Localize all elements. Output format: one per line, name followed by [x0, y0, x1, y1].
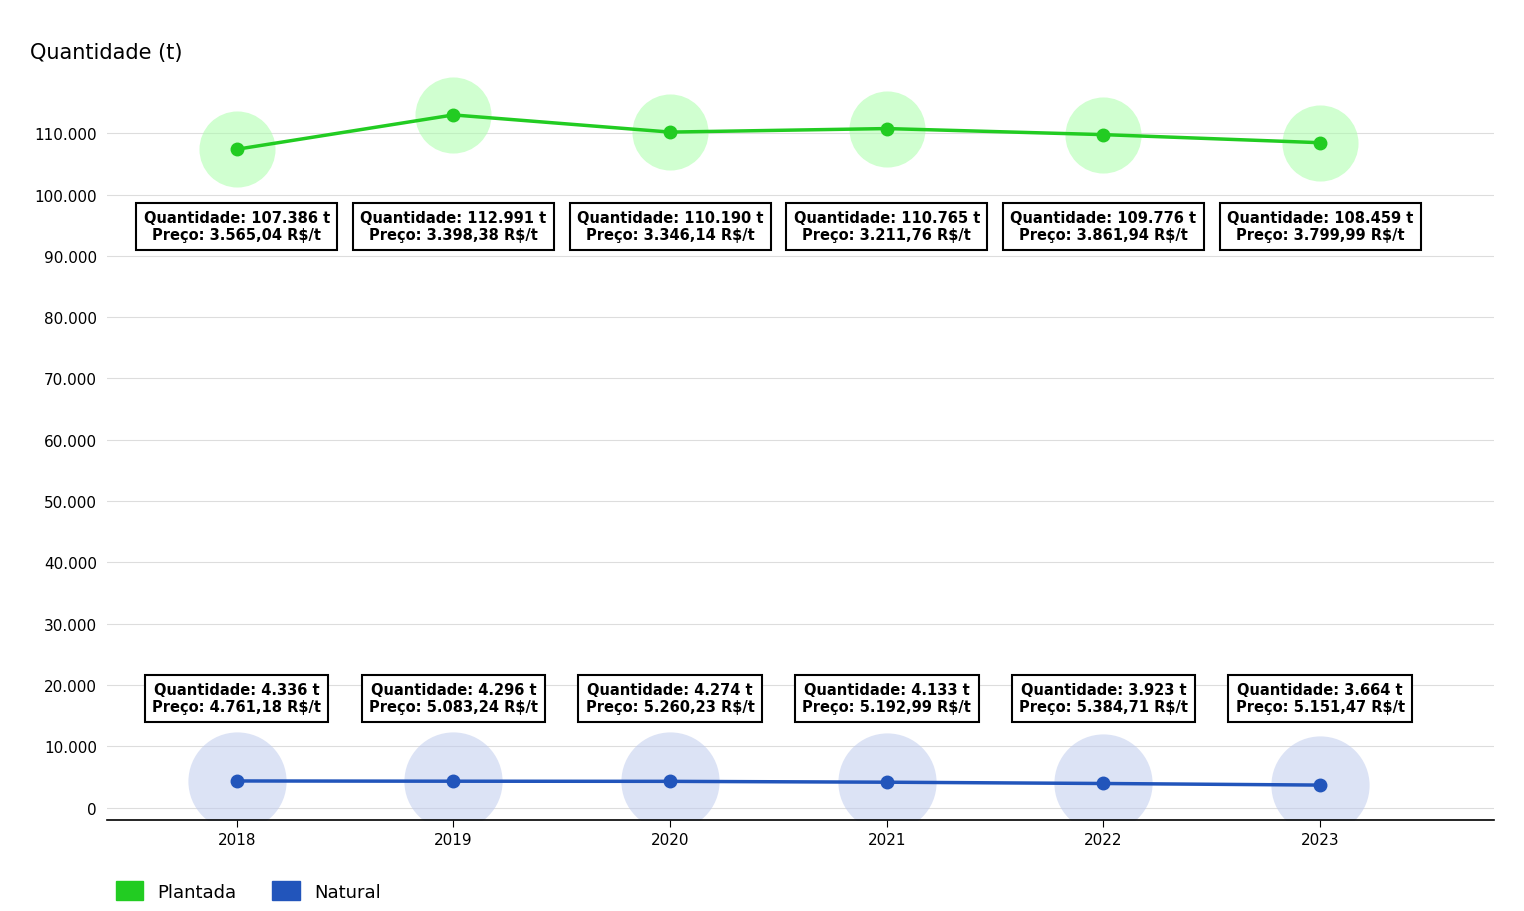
Text: Quantidade: 109.776 t
Preço: 3.861,94 R$/t: Quantidade: 109.776 t Preço: 3.861,94 R$… — [1010, 210, 1196, 243]
Point — [1308, 778, 1332, 793]
Point — [658, 126, 683, 140]
Text: Quantidade: 110.765 t
Preço: 3.211,76 R$/t: Quantidade: 110.765 t Preço: 3.211,76 R$… — [794, 210, 980, 243]
Text: Quantidade: 107.386 t
Preço: 3.565,04 R$/t: Quantidade: 107.386 t Preço: 3.565,04 R$… — [143, 210, 329, 243]
Point — [224, 143, 248, 158]
Text: Quantidade (t): Quantidade (t) — [30, 43, 183, 63]
Text: Quantidade: 112.991 t
Preço: 3.398,38 R$/t: Quantidade: 112.991 t Preço: 3.398,38 R$… — [360, 210, 547, 243]
Point — [224, 773, 248, 788]
Point — [442, 774, 466, 789]
Text: Quantidade: 4.336 t
Preço: 4.761,18 R$/t: Quantidade: 4.336 t Preço: 4.761,18 R$/t — [152, 682, 322, 714]
Point — [875, 775, 899, 790]
Point — [875, 122, 899, 137]
Text: Quantidade: 4.296 t
Preço: 5.083,24 R$/t: Quantidade: 4.296 t Preço: 5.083,24 R$/t — [369, 682, 538, 714]
Point — [1308, 137, 1332, 151]
Text: Quantidade: 3.923 t
Preço: 5.384,71 R$/t: Quantidade: 3.923 t Preço: 5.384,71 R$/t — [1020, 682, 1189, 714]
Text: Quantidade: 108.459 t
Preço: 3.799,99 R$/t: Quantidade: 108.459 t Preço: 3.799,99 R$… — [1227, 210, 1413, 243]
Point — [1091, 128, 1116, 143]
Point — [442, 108, 466, 123]
Text: Quantidade: 4.133 t
Preço: 5.192,99 R$/t: Quantidade: 4.133 t Preço: 5.192,99 R$/t — [802, 682, 971, 714]
Text: Quantidade: 4.274 t
Preço: 5.260,23 R$/t: Quantidade: 4.274 t Preço: 5.260,23 R$/t — [585, 682, 754, 714]
Text: Quantidade: 110.190 t
Preço: 3.346,14 R$/t: Quantidade: 110.190 t Preço: 3.346,14 R$… — [576, 210, 764, 243]
Legend: Plantada, Natural: Plantada, Natural — [116, 881, 381, 901]
Point — [658, 774, 683, 789]
Point — [1091, 776, 1116, 791]
Text: Quantidade: 3.664 t
Preço: 5.151,47 R$/t: Quantidade: 3.664 t Preço: 5.151,47 R$/t — [1236, 682, 1405, 714]
